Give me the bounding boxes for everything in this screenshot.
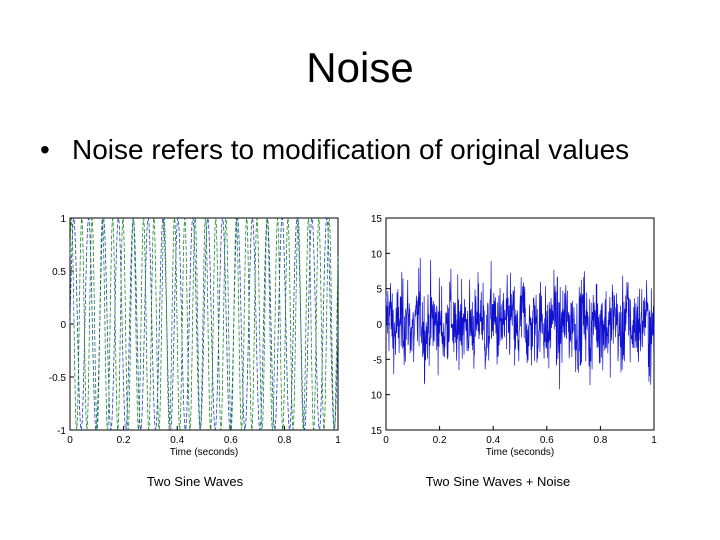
left-y-tick-label: 0 xyxy=(60,320,66,331)
bullet-item: • Noise refers to modification of origin… xyxy=(40,132,640,198)
left-x-tick-label: 0.2 xyxy=(117,435,131,446)
right-x-tick-label: 0.4 xyxy=(486,435,500,446)
left-y-tick-label: -1 xyxy=(57,426,66,437)
caption-left: Two Sine Waves xyxy=(146,474,244,489)
sine-waves-plot: 0 0.2 0.4 0.6 0.8 1 -1 -0.5 0 0.5 1 Time (seconds) xyxy=(30,210,350,460)
series-line-0 xyxy=(69,216,339,432)
right-x-axis-label: Time (seconds) xyxy=(486,447,555,458)
left-y-tick-label: 1 xyxy=(60,214,66,225)
slide-title: Noise xyxy=(306,44,414,91)
right-y-tick-label: -5 xyxy=(373,355,382,366)
noisy-series-line xyxy=(385,258,655,390)
bullet-marker: • xyxy=(40,134,50,165)
series-line-1 xyxy=(69,217,339,431)
right-x-tick-label: 0.2 xyxy=(433,435,447,446)
left-y-tick-label: 0.5 xyxy=(52,267,66,278)
right-x-tick-label: 0.6 xyxy=(540,435,554,446)
bullet-text: Noise refers to modification of original… xyxy=(72,134,630,165)
left-y-tick-label: -0.5 xyxy=(49,373,67,384)
caption-right: Two Sine Waves + Noise xyxy=(425,474,571,489)
left-x-tick-label: 0.8 xyxy=(277,435,291,446)
left-x-tick-label: 0 xyxy=(67,435,73,446)
right-x-tick-label: 0 xyxy=(383,435,389,446)
left-x-tick-label: 0.6 xyxy=(224,435,238,446)
right-y-tick-label: 15 xyxy=(371,214,383,225)
right-x-tick-label: 1 xyxy=(651,435,657,446)
sine-waves-chart: 0 0.2 0.4 0.6 0.8 1 -1 -0.5 0 0.5 1 Time (seconds) xyxy=(49,214,341,458)
right-x-tick-label: 0.8 xyxy=(593,435,607,446)
right-y-tick-label: 15 xyxy=(371,426,383,437)
noisy-signal-chart: 0 0.2 0.4 0.6 0.8 1 15 10 5 0 -5 10 15 Time (seconds) xyxy=(371,214,657,458)
right-y-tick-label: 5 xyxy=(376,285,382,296)
left-x-tick-label: 0.4 xyxy=(170,435,184,446)
left-x-axis-label: Time (seconds) xyxy=(170,447,239,458)
left-x-tick-label: 1 xyxy=(335,435,341,446)
right-y-tick-label: 10 xyxy=(371,391,383,402)
right-y-tick-label: 0 xyxy=(376,320,382,331)
noisy-signal-plot: 0 0.2 0.4 0.6 0.8 1 15 10 5 0 -5 10 15 Time (seconds) xyxy=(358,210,668,460)
right-y-tick-label: 10 xyxy=(371,249,383,260)
